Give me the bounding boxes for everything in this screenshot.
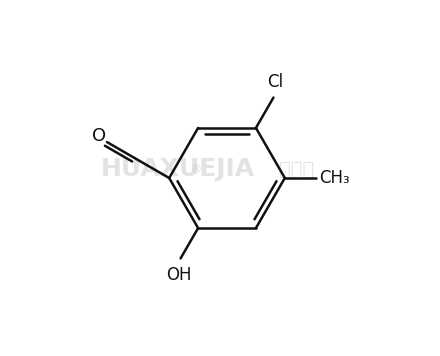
Text: CH₃: CH₃ [319, 169, 350, 187]
Text: 化学加: 化学加 [279, 160, 315, 179]
Text: O: O [92, 127, 106, 145]
Text: HUAXUEJIA: HUAXUEJIA [101, 157, 255, 181]
Text: OH: OH [166, 266, 191, 284]
Text: ®: ® [154, 163, 202, 176]
Text: Cl: Cl [267, 73, 283, 91]
